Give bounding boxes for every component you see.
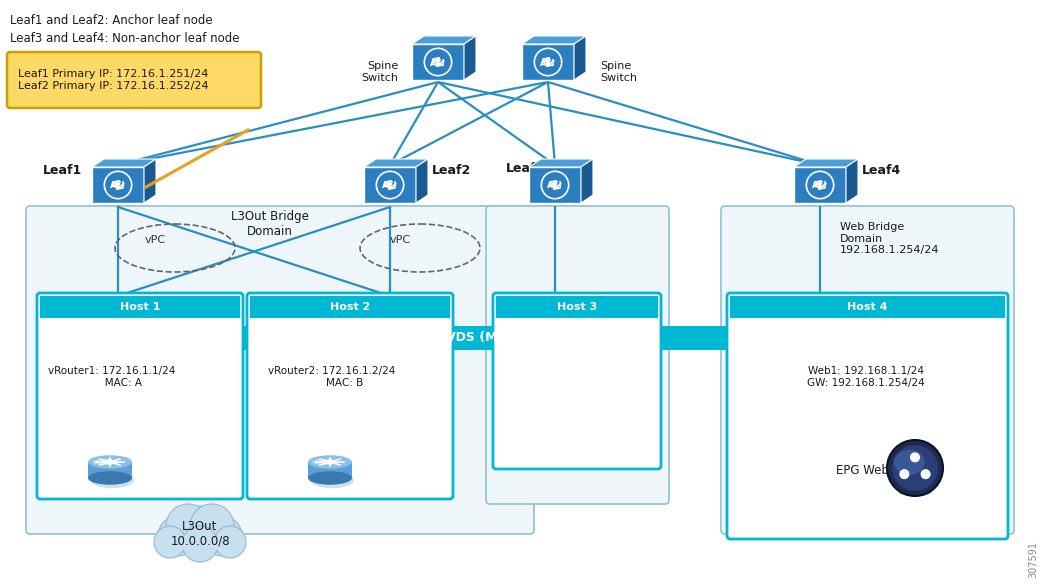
Polygon shape: [574, 36, 586, 80]
FancyBboxPatch shape: [721, 206, 1014, 534]
FancyBboxPatch shape: [35, 326, 1003, 350]
Circle shape: [106, 459, 113, 465]
FancyBboxPatch shape: [160, 538, 240, 550]
Polygon shape: [522, 44, 574, 80]
Text: L3Out
10.0.0.0/8: L3Out 10.0.0.0/8: [170, 520, 230, 548]
Text: Leaf1 and Leaf2: Anchor leaf node: Leaf1 and Leaf2: Anchor leaf node: [10, 14, 213, 27]
Polygon shape: [529, 167, 582, 203]
Circle shape: [182, 526, 218, 562]
Ellipse shape: [308, 472, 352, 485]
Circle shape: [910, 452, 920, 462]
Polygon shape: [364, 167, 416, 203]
Circle shape: [190, 504, 234, 548]
Text: L3Out Bridge
Domain: L3Out Bridge Domain: [231, 210, 309, 238]
Text: Leaf3: Leaf3: [506, 163, 545, 176]
Ellipse shape: [310, 472, 354, 488]
Text: EPG Web: EPG Web: [835, 463, 888, 477]
Circle shape: [155, 526, 186, 558]
Polygon shape: [308, 462, 352, 478]
Text: vRouter1: 172.16.1.1/24
       MAC: A: vRouter1: 172.16.1.1/24 MAC: A: [48, 366, 175, 388]
FancyBboxPatch shape: [496, 296, 658, 318]
Circle shape: [174, 506, 226, 558]
Text: ACI: ACI: [430, 58, 446, 67]
Circle shape: [899, 469, 909, 479]
Text: ACI: ACI: [382, 181, 398, 191]
Polygon shape: [92, 167, 144, 203]
Text: Spine
Switch: Spine Switch: [600, 61, 637, 83]
Text: Host 3: Host 3: [556, 302, 597, 312]
Circle shape: [892, 445, 938, 491]
Circle shape: [166, 504, 210, 548]
Ellipse shape: [894, 450, 925, 475]
Polygon shape: [794, 167, 846, 203]
Circle shape: [158, 516, 198, 556]
FancyBboxPatch shape: [7, 52, 261, 108]
Text: ACI: ACI: [540, 58, 555, 67]
Text: Leaf1 Primary IP: 172.16.1.251/24
Leaf2 Primary IP: 172.16.1.252/24: Leaf1 Primary IP: 172.16.1.251/24 Leaf2 …: [18, 69, 209, 91]
Text: vRouter2: 172.16.1.2/24
        MAC: B: vRouter2: 172.16.1.2/24 MAC: B: [268, 366, 396, 388]
FancyBboxPatch shape: [487, 206, 669, 504]
Polygon shape: [92, 159, 156, 167]
Polygon shape: [144, 159, 156, 203]
Polygon shape: [416, 159, 428, 203]
Text: 307591: 307591: [1028, 541, 1038, 578]
Polygon shape: [794, 159, 858, 167]
Ellipse shape: [88, 472, 132, 485]
Text: ACI: ACI: [812, 181, 828, 191]
FancyBboxPatch shape: [40, 296, 240, 318]
Circle shape: [201, 516, 242, 556]
Ellipse shape: [88, 455, 132, 469]
Text: Leaf4: Leaf4: [862, 164, 901, 177]
Text: Leaf1: Leaf1: [43, 164, 82, 177]
Polygon shape: [582, 159, 593, 203]
Text: Spine
Switch: Spine Switch: [361, 61, 398, 83]
Polygon shape: [364, 159, 428, 167]
Ellipse shape: [312, 459, 334, 465]
Text: Leaf2: Leaf2: [432, 164, 471, 177]
Ellipse shape: [90, 472, 134, 488]
Circle shape: [327, 459, 333, 465]
Polygon shape: [464, 36, 476, 80]
Text: ACI: ACI: [547, 181, 563, 191]
FancyBboxPatch shape: [37, 293, 243, 499]
Polygon shape: [522, 36, 586, 44]
FancyBboxPatch shape: [727, 293, 1009, 539]
FancyBboxPatch shape: [250, 296, 450, 318]
Text: Leaf3 and Leaf4: Non-anchor leaf node: Leaf3 and Leaf4: Non-anchor leaf node: [10, 32, 239, 45]
Text: ACI: ACI: [111, 181, 126, 191]
Polygon shape: [412, 36, 476, 44]
Text: Host 4: Host 4: [848, 302, 887, 312]
Polygon shape: [529, 159, 593, 167]
Ellipse shape: [898, 488, 932, 496]
Text: Host 1: Host 1: [120, 302, 160, 312]
FancyBboxPatch shape: [26, 206, 533, 534]
Text: VMware VDS (Managed by Cisco APIC): VMware VDS (Managed by Cisco APIC): [385, 332, 655, 345]
Text: Web Bridge
Domain
192.168.1.254/24: Web Bridge Domain 192.168.1.254/24: [840, 222, 940, 255]
Polygon shape: [846, 159, 858, 203]
Polygon shape: [88, 462, 132, 478]
Text: vPC: vPC: [389, 235, 410, 245]
Ellipse shape: [308, 455, 352, 469]
Polygon shape: [412, 44, 464, 80]
FancyBboxPatch shape: [247, 293, 453, 499]
Ellipse shape: [93, 459, 115, 465]
Circle shape: [921, 469, 930, 479]
Circle shape: [214, 526, 246, 558]
Text: Host 2: Host 2: [330, 302, 371, 312]
FancyBboxPatch shape: [730, 296, 1005, 318]
Text: vPC: vPC: [144, 235, 166, 245]
FancyBboxPatch shape: [493, 293, 661, 469]
Text: Web1: 192.168.1.1/24
GW: 192.168.1.254/24: Web1: 192.168.1.1/24 GW: 192.168.1.254/2…: [807, 366, 925, 388]
Circle shape: [887, 440, 943, 496]
